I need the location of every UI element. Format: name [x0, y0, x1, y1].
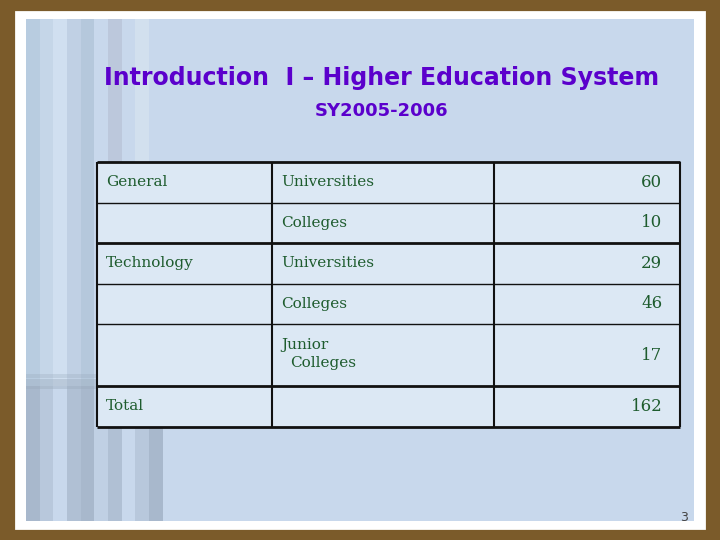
FancyBboxPatch shape	[53, 19, 67, 521]
Text: 46: 46	[642, 295, 662, 312]
FancyBboxPatch shape	[149, 386, 163, 521]
FancyBboxPatch shape	[16, 12, 704, 528]
FancyBboxPatch shape	[149, 19, 163, 521]
FancyBboxPatch shape	[40, 19, 53, 521]
FancyBboxPatch shape	[122, 19, 135, 521]
Text: 162: 162	[631, 398, 662, 415]
FancyBboxPatch shape	[97, 162, 680, 427]
Text: Colleges: Colleges	[290, 356, 356, 370]
FancyBboxPatch shape	[94, 386, 108, 521]
FancyBboxPatch shape	[26, 386, 40, 521]
FancyBboxPatch shape	[108, 19, 122, 521]
Text: Colleges: Colleges	[281, 216, 347, 229]
Text: Universities: Universities	[281, 256, 374, 270]
FancyBboxPatch shape	[53, 386, 67, 521]
FancyBboxPatch shape	[122, 386, 135, 521]
FancyBboxPatch shape	[26, 379, 163, 389]
FancyBboxPatch shape	[26, 374, 163, 378]
Text: 17: 17	[641, 347, 662, 363]
Text: 3: 3	[680, 511, 688, 524]
Text: SY2005-2006: SY2005-2006	[315, 102, 449, 120]
FancyBboxPatch shape	[67, 19, 81, 521]
Text: Universities: Universities	[281, 176, 374, 189]
FancyBboxPatch shape	[26, 19, 40, 521]
FancyBboxPatch shape	[94, 19, 108, 521]
FancyBboxPatch shape	[40, 386, 53, 521]
Text: 29: 29	[642, 255, 662, 272]
Text: Technology: Technology	[106, 256, 194, 270]
Text: Colleges: Colleges	[281, 297, 347, 310]
FancyBboxPatch shape	[26, 19, 694, 521]
Text: Total: Total	[106, 400, 144, 413]
Text: 10: 10	[641, 214, 662, 231]
FancyBboxPatch shape	[135, 19, 149, 521]
FancyBboxPatch shape	[67, 386, 81, 521]
Text: General: General	[106, 176, 167, 189]
FancyBboxPatch shape	[81, 19, 94, 521]
Text: Junior: Junior	[281, 339, 328, 352]
FancyBboxPatch shape	[81, 386, 94, 521]
FancyBboxPatch shape	[135, 386, 149, 521]
Text: 60: 60	[642, 174, 662, 191]
FancyBboxPatch shape	[108, 386, 122, 521]
Text: Introduction  I – Higher Education System: Introduction I – Higher Education System	[104, 66, 660, 90]
